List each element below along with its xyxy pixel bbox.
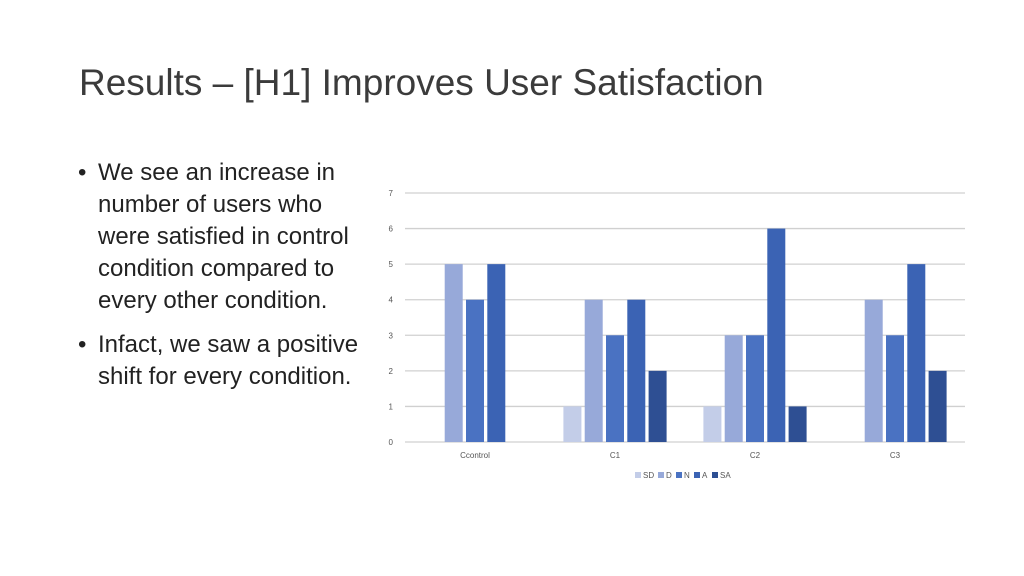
bar-sa-c3 bbox=[928, 370, 947, 442]
bar-n-c2 bbox=[746, 335, 764, 442]
bar-a-c1 bbox=[627, 299, 646, 442]
legend-label-n: N bbox=[684, 471, 690, 480]
bullet-list: We see an increase in number of users wh… bbox=[74, 157, 374, 405]
bar-a-c2 bbox=[767, 228, 786, 442]
bar-n-c1 bbox=[606, 335, 624, 442]
slide-title: Results – [H1] Improves User Satisfactio… bbox=[79, 62, 764, 103]
legend-swatch-sd bbox=[635, 472, 641, 478]
bar-d-ccontrol bbox=[444, 264, 463, 442]
y-tick-label: 0 bbox=[389, 438, 394, 447]
legend-swatch-d bbox=[658, 472, 664, 478]
y-tick-label: 6 bbox=[389, 225, 394, 234]
bar-chart: 0 1 2 3 4 5 6 7 Ccontrol C1 C2 C3 SD D N A SA bbox=[389, 189, 965, 480]
bar-d-c1 bbox=[584, 299, 603, 442]
bar-sa-c1 bbox=[648, 370, 667, 442]
x-tick-label: C2 bbox=[750, 451, 761, 460]
y-tick-label: 2 bbox=[389, 367, 394, 376]
bar-n-c3 bbox=[886, 335, 904, 442]
y-tick-label: 5 bbox=[389, 260, 394, 269]
bullet-item: We see an increase in number of users wh… bbox=[74, 157, 374, 317]
y-tick-label: 7 bbox=[389, 189, 394, 198]
legend-swatch-sa bbox=[712, 472, 718, 478]
bar-sd-c2 bbox=[703, 406, 722, 442]
x-tick-label: Ccontrol bbox=[460, 451, 490, 460]
bar-a-ccontrol bbox=[487, 264, 506, 442]
bullet-item: Infact, we saw a positive shift for ever… bbox=[74, 329, 374, 393]
y-tick-label: 1 bbox=[389, 402, 394, 411]
x-tick-label: C1 bbox=[610, 451, 621, 460]
x-tick-label: C3 bbox=[890, 451, 901, 460]
bar-d-c3 bbox=[864, 299, 883, 442]
legend-label-sa: SA bbox=[720, 471, 731, 480]
bar-sd-c1 bbox=[563, 406, 582, 442]
legend-label-a: A bbox=[702, 471, 708, 480]
legend-label-sd: SD bbox=[643, 471, 654, 480]
bar-d-c2 bbox=[724, 335, 743, 442]
legend-swatch-a bbox=[694, 472, 700, 478]
legend-label-d: D bbox=[666, 471, 672, 480]
y-tick-label: 3 bbox=[389, 331, 394, 340]
y-tick-label: 4 bbox=[389, 296, 394, 305]
legend-swatch-n bbox=[676, 472, 682, 478]
bar-a-c3 bbox=[907, 264, 926, 442]
bar-n-ccontrol bbox=[466, 299, 484, 442]
bar-sa-c2 bbox=[788, 406, 807, 442]
